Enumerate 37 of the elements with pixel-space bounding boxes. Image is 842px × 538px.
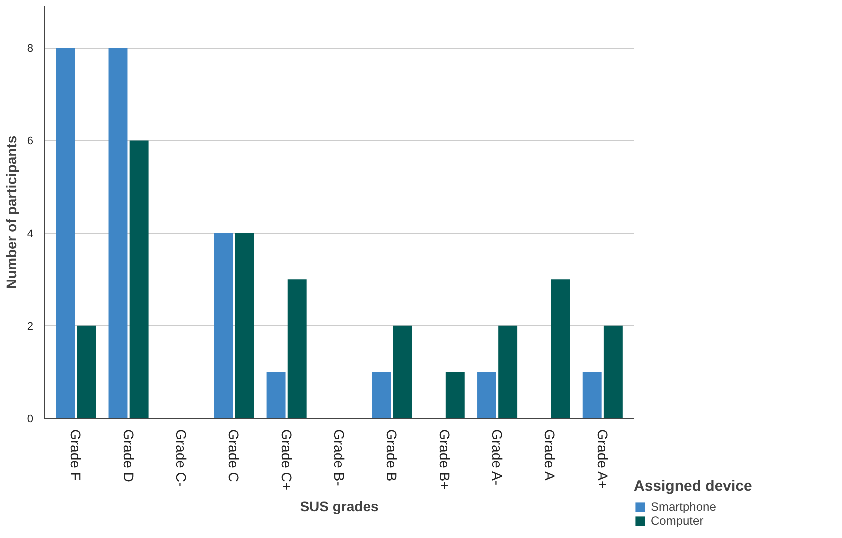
y-tick-label: 8 <box>27 43 34 56</box>
legend-label: Computer <box>651 514 704 528</box>
y-tick-label: 6 <box>27 136 34 148</box>
x-tick-label: Grade D <box>120 430 137 482</box>
x-tick-label: Grade F <box>68 430 84 481</box>
y-tick-label: 2 <box>27 320 34 333</box>
bar <box>446 372 465 418</box>
x-tick-label: Grade A- <box>490 430 506 486</box>
y-tick-label: 4 <box>27 228 34 240</box>
legend-title: Assigned device <box>634 478 752 495</box>
y-tick-label: 0 <box>27 414 34 426</box>
x-tick-label: Grade B- <box>332 430 348 487</box>
x-tick-label: Grade A+ <box>594 430 611 490</box>
bar <box>235 233 254 418</box>
x-tick-label: Grade C+ <box>278 430 295 491</box>
x-tick-label: Grade C <box>226 430 242 482</box>
x-tick-label: Grade C- <box>173 430 190 488</box>
bar <box>130 140 149 418</box>
bar <box>56 48 76 418</box>
bar <box>551 280 570 418</box>
y-axis-title: Number of participants <box>3 136 20 290</box>
bar <box>214 233 234 418</box>
bar <box>266 372 286 418</box>
bar <box>604 326 623 418</box>
x-tick-label: Grade A <box>542 430 558 482</box>
bar <box>393 326 412 418</box>
bar <box>108 48 128 418</box>
x-tick-label: Grade B <box>384 430 400 482</box>
x-axis-title: SUS grades <box>300 498 380 515</box>
bar <box>77 326 96 418</box>
bar <box>288 280 307 418</box>
bar <box>372 372 392 418</box>
bar <box>498 326 518 418</box>
bar <box>478 372 496 418</box>
bar <box>582 372 602 418</box>
x-tick-label: Grade B+ <box>436 430 453 490</box>
legend-label: Smartphone <box>651 500 716 514</box>
